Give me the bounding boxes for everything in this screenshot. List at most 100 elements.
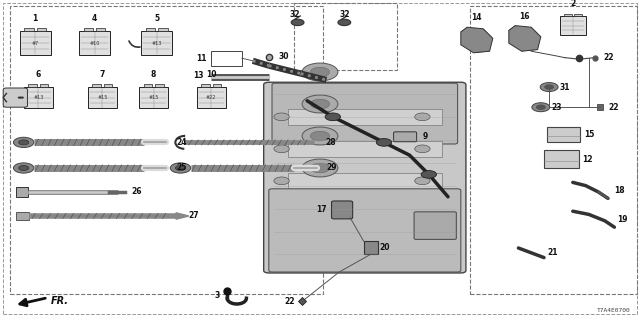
FancyBboxPatch shape	[272, 83, 458, 144]
Text: 6: 6	[36, 70, 41, 79]
Text: 2: 2	[570, 0, 575, 8]
Bar	[92, 84, 101, 87]
Text: 19: 19	[618, 215, 628, 224]
Text: 30: 30	[278, 52, 289, 61]
Circle shape	[415, 113, 430, 121]
Bar	[84, 28, 93, 31]
Circle shape	[532, 103, 550, 112]
Polygon shape	[176, 213, 189, 219]
Text: 5: 5	[154, 14, 159, 23]
Circle shape	[13, 163, 34, 173]
Polygon shape	[509, 26, 541, 51]
Circle shape	[536, 105, 545, 109]
Text: 22: 22	[603, 53, 613, 62]
Text: 4: 4	[92, 14, 97, 23]
Text: #13: #13	[152, 41, 162, 46]
Text: 28: 28	[325, 138, 336, 147]
Circle shape	[415, 177, 430, 185]
Circle shape	[325, 113, 340, 121]
FancyBboxPatch shape	[414, 212, 456, 239]
Circle shape	[302, 95, 338, 113]
Circle shape	[421, 171, 436, 178]
FancyBboxPatch shape	[394, 132, 417, 142]
Circle shape	[302, 127, 338, 145]
Text: 8: 8	[151, 70, 156, 79]
Text: 31: 31	[560, 83, 570, 92]
Bar	[143, 84, 152, 87]
Circle shape	[302, 63, 338, 81]
Circle shape	[175, 165, 186, 171]
Circle shape	[415, 209, 430, 217]
Circle shape	[310, 131, 330, 141]
Text: #15: #15	[97, 95, 108, 100]
Bar	[364, 241, 378, 254]
Text: 7: 7	[100, 70, 105, 79]
Bar	[16, 212, 29, 220]
Text: 23: 23	[552, 103, 562, 112]
Bar	[544, 150, 579, 168]
Bar	[197, 87, 226, 108]
Bar	[155, 84, 164, 87]
Polygon shape	[461, 27, 493, 53]
Circle shape	[310, 99, 330, 109]
Bar	[24, 28, 34, 31]
Circle shape	[13, 137, 34, 148]
Circle shape	[310, 163, 330, 173]
Text: 22: 22	[608, 103, 618, 112]
Text: #13: #13	[33, 95, 44, 100]
Bar	[20, 31, 51, 55]
Circle shape	[170, 163, 191, 173]
Text: 11: 11	[196, 54, 207, 63]
Bar	[104, 84, 113, 87]
Circle shape	[274, 145, 289, 153]
Bar	[560, 16, 586, 35]
Text: #10: #10	[90, 41, 100, 46]
Text: 32: 32	[339, 10, 349, 19]
Bar	[16, 187, 28, 197]
Bar	[36, 28, 46, 31]
Circle shape	[338, 19, 351, 26]
Bar	[288, 205, 442, 221]
FancyBboxPatch shape	[332, 201, 353, 219]
Text: 13: 13	[193, 71, 204, 80]
Text: 3: 3	[214, 292, 220, 300]
Text: 18: 18	[614, 186, 625, 195]
Text: #7: #7	[31, 41, 39, 46]
Bar	[211, 51, 242, 66]
Bar	[574, 14, 582, 16]
Circle shape	[310, 67, 330, 77]
Text: #15: #15	[148, 95, 159, 100]
Text: 25: 25	[176, 164, 186, 172]
Bar	[201, 84, 210, 87]
Circle shape	[291, 19, 304, 26]
Bar	[288, 109, 442, 125]
Bar	[158, 28, 168, 31]
Text: 10: 10	[206, 70, 216, 79]
Text: 16: 16	[520, 12, 530, 21]
Bar	[40, 84, 49, 87]
Text: 32: 32	[289, 10, 300, 19]
FancyBboxPatch shape	[269, 189, 461, 272]
Bar	[564, 14, 572, 16]
Text: FR.: FR.	[51, 296, 69, 307]
Text: 14: 14	[472, 13, 482, 22]
Bar	[547, 127, 580, 142]
Circle shape	[376, 139, 392, 146]
Text: 29: 29	[326, 164, 337, 172]
Text: 1: 1	[33, 14, 38, 23]
Bar	[79, 31, 110, 55]
Bar	[96, 28, 106, 31]
Circle shape	[415, 145, 430, 153]
Bar	[470, 6, 637, 294]
Bar	[294, 3, 397, 70]
Bar	[212, 84, 221, 87]
Circle shape	[19, 165, 29, 171]
FancyBboxPatch shape	[264, 82, 466, 273]
Bar	[140, 87, 168, 108]
Circle shape	[274, 209, 289, 217]
Text: 22: 22	[284, 297, 294, 306]
Text: 27: 27	[189, 212, 200, 220]
Bar	[88, 87, 116, 108]
Bar	[141, 31, 172, 55]
Text: 24: 24	[176, 138, 186, 147]
